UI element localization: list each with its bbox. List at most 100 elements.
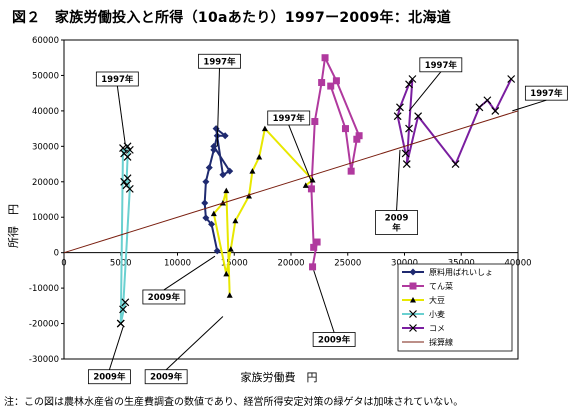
data-point: [223, 187, 230, 194]
data-point: [302, 182, 309, 188]
data-point: [226, 167, 234, 175]
data-point: [313, 238, 321, 246]
callout-label: 1997年: [425, 60, 458, 71]
callout: 1997年: [267, 110, 312, 182]
callout-label: 1997年: [530, 88, 563, 99]
series-layer: [63, 54, 519, 328]
data-point: [226, 292, 233, 298]
callout-label: 年: [392, 223, 401, 234]
callout-label: 1997年: [203, 56, 236, 67]
callout-box: [198, 53, 241, 69]
data-point: [210, 142, 218, 150]
data-point: [483, 96, 492, 105]
data-point: [310, 243, 318, 251]
callout: 1997年: [198, 53, 241, 147]
legend-marker: [409, 324, 417, 332]
x-tick-label: 15000: [221, 259, 248, 269]
y-tick-label: 0: [54, 249, 59, 259]
series-3: [116, 142, 134, 328]
legend-item: 採算線: [402, 337, 453, 347]
callout-arrow: [313, 270, 335, 333]
callout: 2009年: [312, 270, 356, 347]
callout-label: 1997年: [101, 74, 134, 85]
data-point: [210, 146, 218, 154]
reference-line: [63, 110, 519, 254]
legend-item: てん菜: [402, 281, 453, 291]
x-tick-label: 0: [61, 259, 66, 269]
x-tick-label: 40000: [504, 259, 531, 269]
data-point: [208, 220, 216, 228]
data-point: [122, 181, 131, 190]
callout-label: 2009年: [148, 292, 181, 303]
data-point: [205, 164, 213, 172]
data-point: [201, 199, 209, 207]
data-point: [223, 270, 230, 277]
data-point: [119, 305, 127, 314]
data-point: [414, 112, 423, 121]
callout-arrow: [165, 316, 224, 371]
y-tick-label: 20000: [32, 178, 59, 188]
data-point: [202, 214, 210, 222]
y-axis-title: 所得 円: [7, 204, 20, 248]
callout-arrow: [408, 71, 442, 112]
callout-label: 2009年: [93, 372, 126, 383]
data-point: [256, 153, 263, 160]
y-tick-label: 50000: [32, 71, 59, 81]
callout: 2009年: [88, 326, 131, 385]
x-tick-label: 20000: [277, 259, 304, 269]
data-point: [120, 177, 129, 186]
data-point: [393, 112, 402, 121]
legend-item: 大豆: [402, 295, 445, 305]
data-point: [401, 149, 410, 158]
legend-label: 原料用ばれいしょ: [429, 267, 493, 277]
data-point: [210, 210, 217, 217]
data-point: [307, 185, 315, 193]
callout-arrow: [216, 68, 220, 147]
data-point: [318, 79, 326, 87]
callout-arrow: [396, 149, 401, 211]
callout-layer: 1997年1997年1997年1997年1997年2009年2009年2009年…: [88, 53, 568, 385]
callout-arrow: [512, 99, 547, 112]
callout: 1997年: [512, 85, 568, 112]
data-point: [341, 125, 349, 133]
data-point: [332, 77, 340, 85]
chart-title: 図２ 家族労働投入と所得（10aあたり）1997ー2009年：北海道: [12, 10, 452, 26]
data-point: [219, 171, 227, 179]
data-point: [116, 319, 125, 328]
y-tick-label: 30000: [32, 142, 59, 152]
legend-marker: [409, 310, 417, 318]
data-point: [119, 144, 127, 153]
callout-label: 2009: [385, 214, 409, 224]
x-tick-label: 25000: [334, 259, 361, 269]
data-point: [232, 217, 239, 224]
data-point: [246, 192, 253, 199]
data-point: [353, 135, 361, 143]
data-point: [475, 103, 484, 112]
y-tick-label: -20000: [29, 320, 59, 330]
y-tick-label: 10000: [32, 213, 59, 223]
legend-label: 小麦: [429, 309, 445, 319]
callout: 1997年: [408, 57, 463, 112]
y-tick-label: -30000: [29, 355, 59, 365]
series-4: [393, 75, 516, 168]
callout-arrow: [163, 255, 216, 291]
data-point: [249, 168, 256, 174]
legend-item: 小麦: [402, 309, 445, 319]
legend-item: 原料用ばれいしょ: [402, 267, 493, 277]
data-point: [491, 106, 500, 115]
legend-label: コメ: [429, 324, 445, 333]
callout-label: 2009年: [150, 372, 183, 383]
legend-marker: [409, 282, 417, 290]
legend-label: てん菜: [429, 281, 453, 291]
callout: 1997年: [95, 71, 139, 145]
callout: 2009年: [375, 149, 418, 235]
data-point: [355, 132, 363, 140]
y-tick-label: -10000: [29, 284, 59, 294]
data-point: [405, 80, 413, 89]
data-point: [121, 298, 130, 307]
callout-arrow: [108, 326, 124, 370]
data-point: [213, 247, 221, 255]
series-5: [63, 110, 519, 254]
data-point: [405, 124, 413, 133]
